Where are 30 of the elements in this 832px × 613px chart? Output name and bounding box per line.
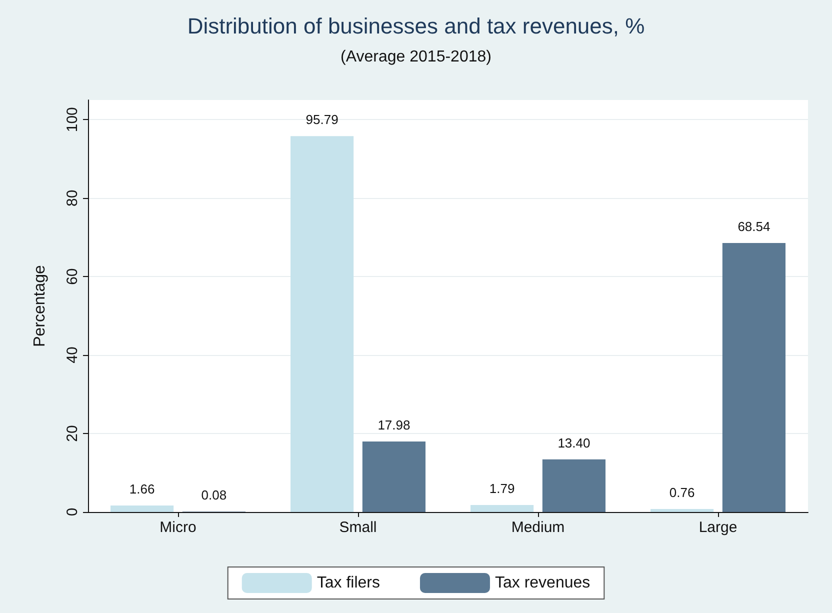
x-tick-label: Small bbox=[339, 519, 377, 536]
legend-label: Tax revenues bbox=[494, 574, 590, 592]
bar bbox=[542, 459, 606, 512]
bar bbox=[650, 509, 714, 512]
data-label: 1.79 bbox=[489, 480, 515, 496]
y-tick-label: 0 bbox=[64, 508, 81, 516]
y-tick-label: 40 bbox=[64, 346, 81, 364]
legend-label: Tax filers bbox=[316, 574, 380, 592]
data-label: 0.08 bbox=[201, 488, 227, 503]
bar bbox=[290, 136, 354, 512]
bar bbox=[470, 504, 534, 512]
chart-title: Distribution of businesses and tax revenues, % bbox=[187, 14, 645, 38]
bar bbox=[722, 243, 786, 512]
data-label: 1.66 bbox=[129, 481, 155, 496]
data-label: 13.40 bbox=[558, 435, 590, 450]
y-tick-label: 100 bbox=[64, 107, 81, 132]
data-label: 0.76 bbox=[669, 485, 695, 500]
data-label: 17.98 bbox=[378, 417, 410, 432]
data-label: 95.79 bbox=[306, 112, 338, 128]
chart-subtitle: (Average 2015-2018) bbox=[340, 48, 492, 66]
bar bbox=[110, 505, 174, 512]
x-tick-label: Large bbox=[698, 519, 738, 536]
y-tick-label: 80 bbox=[64, 190, 81, 206]
x-tick-label: Medium bbox=[511, 519, 565, 536]
bar bbox=[362, 441, 426, 512]
y-tick-label: 60 bbox=[64, 268, 81, 285]
y-axis-title: Percentage bbox=[32, 264, 48, 347]
y-tick-label: 20 bbox=[64, 425, 81, 442]
data-label: 68.54 bbox=[738, 219, 770, 234]
x-tick-label: Micro bbox=[160, 519, 196, 536]
